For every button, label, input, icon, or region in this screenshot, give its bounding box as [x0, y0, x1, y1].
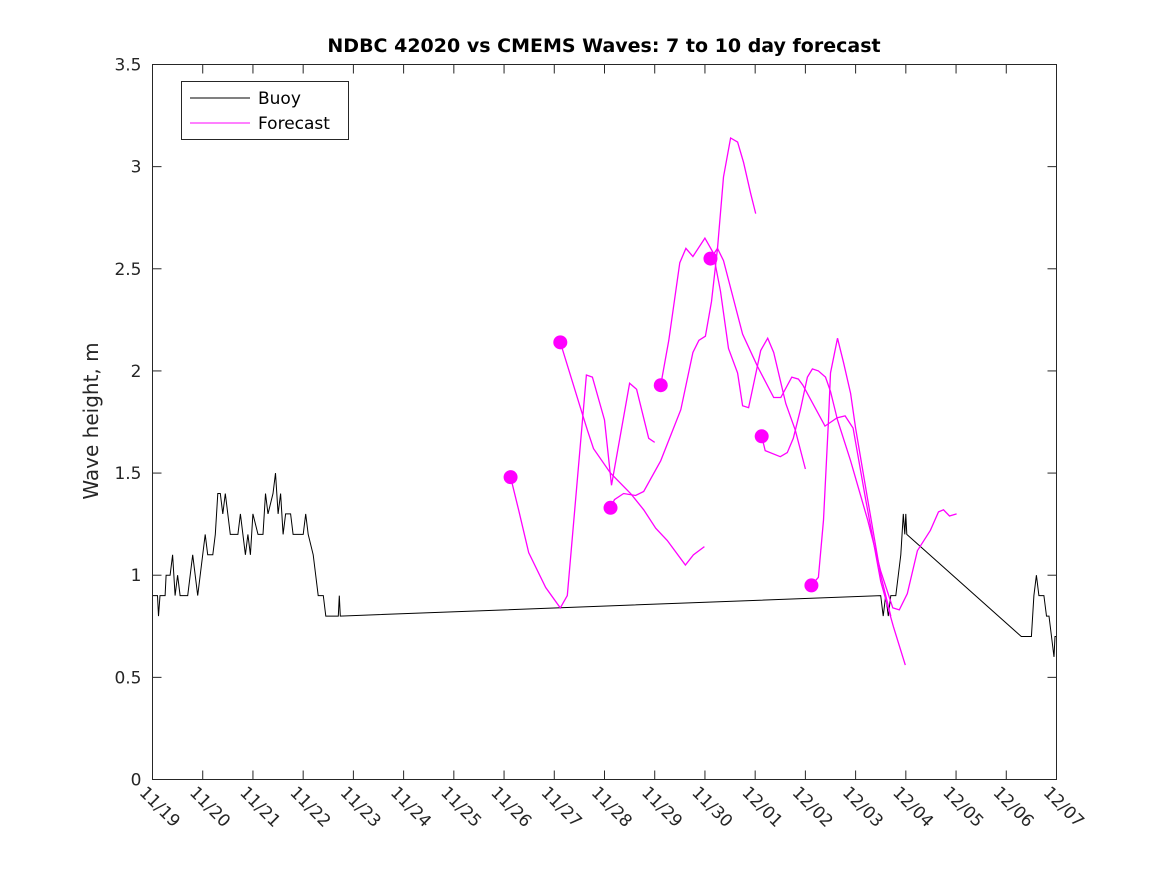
forecast-line-2 — [559, 342, 705, 567]
x-tick-label: 11/26 — [487, 783, 536, 832]
x-tick-label: 11/21 — [235, 783, 284, 832]
x-tick-label: 11/22 — [286, 783, 335, 832]
forecast-line-1 — [509, 374, 656, 610]
forecast-start-marker-5 — [703, 251, 718, 266]
y-tick-label: 2 — [131, 362, 142, 382]
x-tick-label: 12/06 — [989, 783, 1038, 832]
y-tick-label: 3.5 — [114, 56, 141, 76]
x-tick-label: 12/03 — [838, 783, 887, 832]
y-tick-label: 3 — [131, 158, 142, 178]
forecast-line-6 — [761, 368, 957, 611]
x-tick-label: 11/27 — [537, 783, 586, 832]
forecast-start-marker-1 — [503, 470, 518, 485]
plot-area — [152, 136, 1057, 666]
buoy-line — [152, 473, 1057, 657]
y-tick-label: 1.5 — [114, 464, 141, 484]
axis-ticks: 11/19 11/20 11/21 11/22 11/23 11/24 11/25 11/26… — [114, 56, 1087, 832]
x-tick-label: 12/04 — [888, 783, 937, 832]
chart-title: NDBC 42020 vs CMEMS Waves: 7 to 10 day f… — [327, 35, 880, 57]
forecast-start-marker-3 — [603, 500, 618, 515]
forecast-line-7 — [810, 338, 892, 617]
legend-box — [181, 81, 349, 140]
y-axis-label: Wave height, m — [79, 342, 103, 499]
forecast-start-marker-6 — [754, 429, 769, 444]
x-tick-label: 11/20 — [185, 783, 234, 832]
x-tick-label: 11/30 — [687, 783, 736, 832]
x-tick-label: 12/01 — [738, 783, 787, 832]
x-tick-label: 11/23 — [336, 783, 385, 832]
forecast-start-marker-7 — [804, 578, 819, 593]
x-tick-label: 12/02 — [788, 783, 837, 832]
y-tick-label: 0.5 — [114, 668, 141, 688]
legend-forecast-label: Forecast — [258, 114, 330, 134]
forecast-start-marker-4 — [653, 378, 668, 393]
forecast-start-marker-2 — [553, 335, 568, 350]
forecast-line-3 — [609, 246, 906, 666]
forecast-line-4 — [660, 236, 807, 470]
x-tick-label: 11/19 — [135, 783, 184, 832]
x-tick-label: 11/25 — [436, 783, 485, 832]
forecast-line-5 — [709, 136, 757, 259]
x-tick-label: 12/05 — [939, 783, 988, 832]
legend: Buoy Forecast — [181, 81, 349, 140]
y-tick-label: 0 — [131, 771, 142, 791]
y-tick-label: 2.5 — [114, 260, 141, 280]
x-tick-label: 11/29 — [637, 783, 686, 832]
y-tick-label: 1 — [131, 566, 142, 586]
legend-buoy-label: Buoy — [258, 89, 301, 109]
x-tick-label: 11/24 — [386, 783, 435, 832]
x-tick-label: 11/28 — [587, 783, 636, 832]
x-tick-label: 12/07 — [1039, 783, 1088, 832]
